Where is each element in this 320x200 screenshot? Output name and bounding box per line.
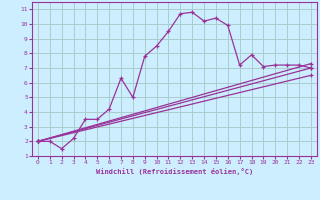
X-axis label: Windchill (Refroidissement éolien,°C): Windchill (Refroidissement éolien,°C): [96, 168, 253, 175]
